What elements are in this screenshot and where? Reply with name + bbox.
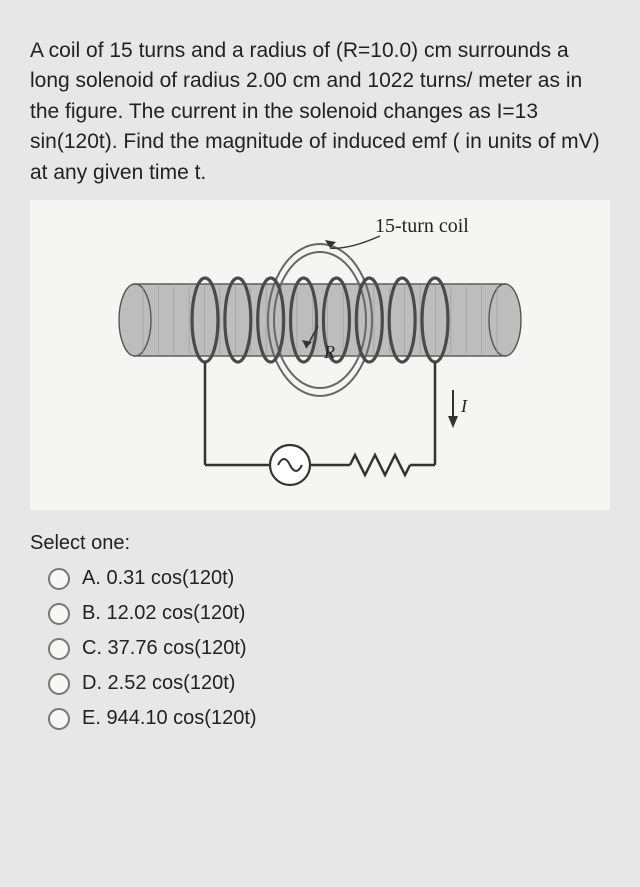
option-e[interactable]: E. 944.10 cos(120t) — [48, 707, 610, 730]
svg-text:15-turn coil: 15-turn coil — [375, 215, 469, 237]
radio-a[interactable] — [48, 568, 70, 590]
option-text-c: C. 37.76 cos(120t) — [82, 637, 247, 660]
solenoid-figure: 15-turn coil R I — [80, 210, 560, 500]
page-container: A coil of 15 turns and a radius of (R=10… — [0, 0, 640, 887]
option-b[interactable]: B. 12.02 cos(120t) — [48, 602, 610, 625]
svg-text:R: R — [323, 342, 335, 362]
figure-container: 15-turn coil R I — [30, 200, 610, 510]
option-text-e: E. 944.10 cos(120t) — [82, 707, 257, 730]
option-text-b: B. 12.02 cos(120t) — [82, 602, 245, 625]
radio-b[interactable] — [48, 603, 70, 625]
options-list: A. 0.31 cos(120t) B. 12.02 cos(120t) C. 37… — [30, 567, 610, 730]
option-c[interactable]: C. 37.76 cos(120t) — [48, 637, 610, 660]
option-text-d: D. 2.52 cos(120t) — [82, 672, 235, 695]
radio-e[interactable] — [48, 708, 70, 730]
radio-c[interactable] — [48, 638, 70, 660]
option-a[interactable]: A. 0.31 cos(120t) — [48, 567, 610, 590]
option-text-a: A. 0.31 cos(120t) — [82, 567, 234, 590]
svg-text:I: I — [460, 396, 468, 416]
radio-d[interactable] — [48, 673, 70, 695]
question-text: A coil of 15 turns and a radius of (R=10… — [30, 36, 610, 188]
select-one-label: Select one: — [30, 532, 610, 555]
option-d[interactable]: D. 2.52 cos(120t) — [48, 672, 610, 695]
